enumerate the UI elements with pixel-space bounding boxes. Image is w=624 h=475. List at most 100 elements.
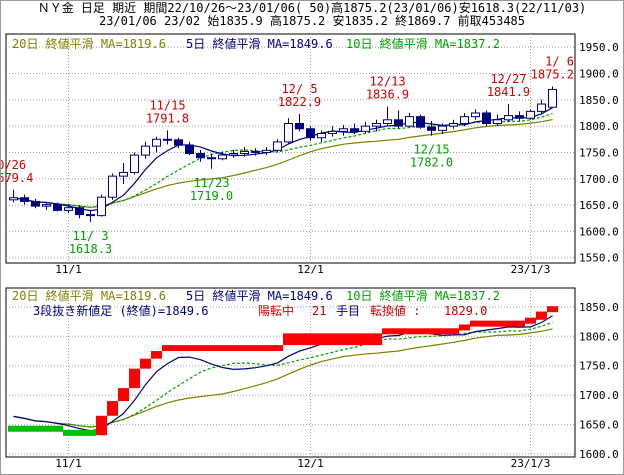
line-break-brick [140, 358, 151, 369]
candlestick-x-axis: 11/1 12/1 23/1/3 [55, 263, 550, 276]
candle-body [86, 214, 95, 217]
candle-body [207, 157, 216, 160]
candle-body [405, 116, 414, 127]
x-tick-label: 23/1/3 [511, 263, 551, 276]
annotation-date: 12/27 [490, 72, 526, 86]
candle-body [31, 200, 40, 207]
x-tick-label: 11/1 [55, 263, 82, 276]
x-tick-label: 11/1 [55, 457, 82, 470]
annotation-date: 11/ 3 [72, 229, 108, 243]
candle-body [218, 154, 227, 160]
candle-body [416, 116, 425, 128]
line-break-x-axis: 11/1 12/1 23/1/3 [55, 457, 550, 470]
candle-body [394, 119, 403, 127]
y-tick-label: 1800.0 [579, 120, 619, 133]
annotation-price: 1791.8 [146, 111, 189, 125]
candlestick-grid [6, 34, 575, 263]
candle-body [262, 149, 271, 153]
candle-body [53, 204, 62, 211]
candle-body [185, 144, 194, 155]
legend-ma10: 10日 終値平滑 MA=1837.2 [346, 36, 500, 51]
line-break-bricks [8, 306, 558, 436]
candle-body [64, 207, 73, 211]
candle-body [361, 125, 370, 132]
legend-ma5: 5日 終値平滑 MA=1849.6 [186, 36, 333, 51]
x-tick-label: 12/1 [297, 263, 324, 276]
line-break-brick [459, 324, 470, 331]
annotation-date: 10/26 [0, 158, 26, 172]
line-break-brick [470, 320, 525, 327]
annotation-date: 11/23 [193, 176, 229, 190]
line-break-reversal-value: 1829.0 [444, 304, 487, 318]
candle-body [20, 197, 29, 202]
candle-body [372, 122, 381, 127]
y-tick-label: 1650.0 [579, 419, 619, 432]
line-break-brick [382, 328, 459, 335]
chart-header-ohlc: 23/01/06 23/02 始1835.9 高1875.2 安1835.2 終… [98, 14, 525, 28]
candle-body [306, 128, 315, 139]
candle-body [350, 128, 359, 132]
line-break-count-number: 21 [312, 304, 326, 318]
line-break-brick [525, 317, 536, 324]
candle-body [119, 171, 128, 177]
line-break-y-axis: 1850.0 1800.0 1750.0 1700.0 1650.0 1600.0 [579, 301, 619, 461]
candle-body [130, 154, 139, 173]
candle-body [427, 126, 436, 131]
x-tick-label: 12/1 [297, 457, 324, 470]
candle-body [460, 116, 469, 124]
candle-body [108, 175, 117, 198]
annotation-price: 1679.4 [0, 171, 33, 185]
x-tick-label: 23/1/3 [511, 457, 551, 470]
y-tick-label: 1700.0 [579, 389, 619, 402]
y-tick-label: 1650.0 [579, 199, 619, 212]
line-break-brick [63, 429, 96, 436]
annotation-date: 11/15 [149, 98, 185, 112]
line-break-trend: 陽転中 [258, 303, 294, 318]
annotation-price: 1875.2 [531, 68, 574, 82]
candlestick-panel: 1950.0 1900.0 1850.0 1800.0 1750.0 1700.0 1650… [0, 33, 619, 276]
annotation-date: 12/15 [413, 143, 449, 157]
line-break-panel: 1850.0 1800.0 1750.0 1700.0 1650.0 1600.0 11/… [5, 287, 619, 470]
candle-body [537, 103, 546, 112]
line-break-brick [536, 311, 547, 320]
line-break-brick [162, 345, 283, 352]
candle-body [526, 110, 535, 119]
annotation-date: 1/ 6 [545, 55, 574, 69]
line-break-reversal-label: 転換値 : [370, 303, 420, 318]
candle-body [493, 119, 502, 124]
candle-body [251, 150, 260, 153]
candlestick-plot-frame [5, 33, 576, 264]
annotation-price: 1822.9 [278, 95, 321, 109]
candlestick-y-axis: 1950.0 1900.0 1850.0 1800.0 1750.0 1700.0 1650… [579, 41, 619, 265]
annotation-price: 1836.9 [366, 88, 409, 102]
y-tick-label: 1950.0 [579, 41, 619, 54]
annotation-price: 1841.9 [487, 85, 530, 99]
y-tick-label: 1850.0 [579, 94, 619, 107]
legend-ma20: 20日 終値平滑 MA=1819.6 [12, 36, 166, 51]
candle-body [196, 153, 205, 159]
line-break-brick [8, 425, 63, 432]
line-break-brick [547, 306, 558, 313]
candle-body [383, 119, 392, 124]
candle-body [504, 115, 513, 121]
candle-body [471, 112, 480, 118]
candle-body [328, 130, 337, 134]
y-tick-label: 1750.0 [579, 360, 619, 373]
line-break-status-title: 3段抜き新値足 (終値)=1849.6 [33, 303, 208, 318]
annotation-date: 12/13 [369, 75, 405, 89]
candle-body [515, 115, 524, 119]
line-break-brick [283, 333, 382, 346]
candle-body [97, 196, 106, 217]
candle-body [9, 197, 18, 201]
candle-body [229, 153, 238, 156]
candle-body [284, 122, 293, 143]
candle-body [174, 139, 183, 146]
y-tick-label: 1700.0 [579, 173, 619, 186]
annotation-date: 12/ 5 [281, 82, 317, 96]
candle-body [152, 138, 161, 147]
candle-body [317, 132, 326, 139]
candle-body [295, 122, 304, 130]
line-break-brick [129, 368, 140, 389]
candle-body [273, 141, 282, 151]
